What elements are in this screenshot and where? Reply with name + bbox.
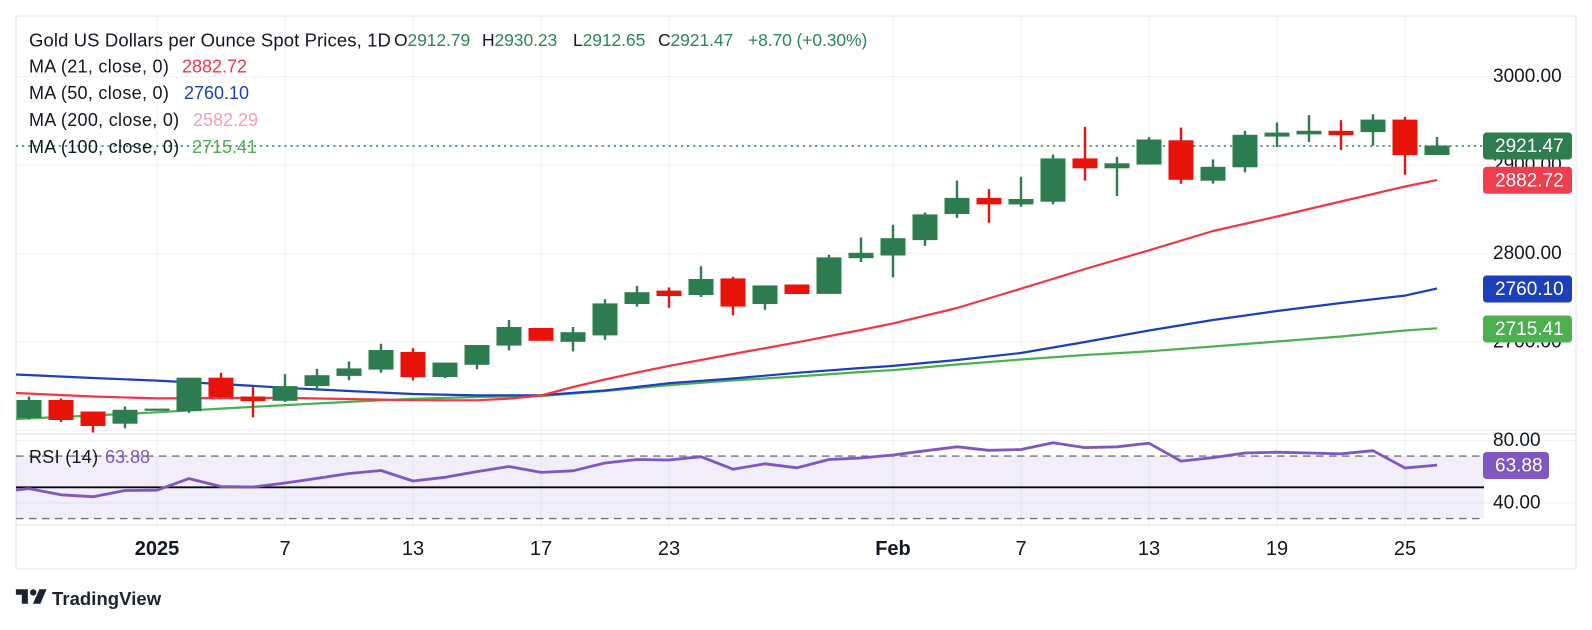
svg-text:13: 13: [402, 538, 424, 560]
svg-text:Feb: Feb: [875, 538, 911, 560]
svg-text:25: 25: [1394, 538, 1416, 560]
svg-text:2715.41: 2715.41: [192, 137, 257, 157]
svg-text:MA (100, close, 0): MA (100, close, 0): [29, 137, 179, 157]
svg-text:MA (200, close, 0): MA (200, close, 0): [29, 110, 179, 130]
svg-text:7: 7: [1015, 538, 1026, 560]
svg-text:2760.10: 2760.10: [1495, 279, 1564, 300]
svg-text:Gold US Dollars per Ounce Spot: Gold US Dollars per Ounce Spot Prices, 1…: [29, 30, 391, 51]
svg-text:RSI (14): RSI (14): [29, 447, 98, 467]
svg-text:MA (50, close, 0): MA (50, close, 0): [29, 83, 169, 103]
svg-text:H2930.23: H2930.23: [482, 30, 557, 50]
svg-text:63.88: 63.88: [1495, 456, 1543, 477]
svg-text:63.88: 63.88: [105, 447, 150, 467]
svg-text:3000.00: 3000.00: [1493, 66, 1562, 87]
svg-text:C2921.47: C2921.47: [658, 30, 733, 50]
svg-text:2882.72: 2882.72: [1495, 170, 1564, 191]
svg-text:19: 19: [1266, 538, 1288, 560]
svg-text:17: 17: [530, 538, 552, 560]
svg-text:23: 23: [658, 538, 680, 560]
svg-text:13: 13: [1138, 538, 1160, 560]
svg-text:2582.29: 2582.29: [193, 110, 258, 130]
svg-text:MA (21, close, 0): MA (21, close, 0): [29, 57, 169, 77]
svg-text:2025: 2025: [135, 538, 180, 560]
svg-text:2921.47: 2921.47: [1495, 136, 1564, 157]
svg-text:L2912.65: L2912.65: [573, 30, 645, 50]
svg-text:2800.00: 2800.00: [1493, 243, 1562, 264]
svg-text:2760.10: 2760.10: [184, 83, 249, 103]
svg-text:2715.41: 2715.41: [1495, 319, 1564, 340]
svg-text:2882.72: 2882.72: [182, 57, 247, 77]
svg-text:+8.70 (+0.30%): +8.70 (+0.30%): [748, 30, 867, 50]
svg-text:7: 7: [279, 538, 290, 560]
svg-text:40.00: 40.00: [1493, 493, 1541, 514]
svg-text:TradingView: TradingView: [52, 588, 162, 609]
svg-text:80.00: 80.00: [1493, 430, 1541, 451]
svg-text:O2912.79: O2912.79: [394, 30, 470, 50]
